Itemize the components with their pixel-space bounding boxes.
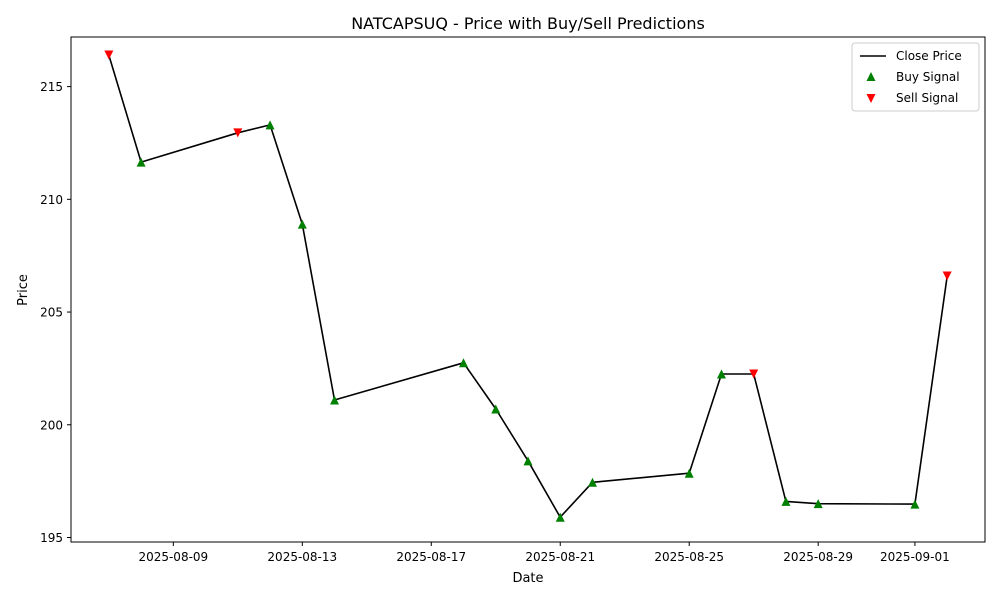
buy-signal-marker	[459, 358, 469, 368]
x-axis-label: Date	[512, 571, 543, 586]
legend-label-close-price: Close Price	[896, 49, 962, 63]
x-tick-label: 2025-08-29	[783, 550, 853, 564]
buy-signal-marker	[297, 219, 307, 229]
buy-signal-marker	[555, 512, 565, 522]
buy-signal-marker	[330, 395, 340, 405]
axes-frame	[70, 36, 986, 543]
buy-signal-marker	[684, 468, 694, 478]
buy-signal-marker	[587, 477, 597, 487]
buy-signal-marker	[781, 496, 791, 506]
legend-box	[851, 42, 980, 112]
legend-marker-sell-signal	[866, 94, 876, 103]
y-tick-label: 215	[40, 80, 63, 94]
legend-label-buy-signal: Buy Signal	[896, 70, 960, 84]
legend: Close Price Buy Signal Sell Signal	[851, 42, 980, 112]
y-tick-label: 195	[40, 531, 63, 545]
legend-marker-buy-signal	[866, 72, 876, 81]
buy-signal-marker	[910, 499, 920, 509]
y-axis: 195 200 205 210 215	[40, 80, 71, 545]
x-tick-label: 2025-09-01	[880, 550, 950, 564]
sell-signal-marker	[749, 369, 759, 379]
chart-title: NATCAPSUQ - Price with Buy/Sell Predicti…	[351, 14, 705, 33]
buy-signal-marker	[136, 157, 146, 167]
sell-signal-marker	[104, 50, 114, 60]
x-tick-label: 2025-08-21	[525, 550, 595, 564]
close-price-line	[108, 54, 948, 519]
y-tick-label: 205	[40, 306, 63, 320]
x-tick-label: 2025-08-09	[138, 550, 208, 564]
x-tick-label: 2025-08-17	[396, 550, 466, 564]
buy-signal-marker	[716, 369, 726, 379]
plot-area	[104, 50, 952, 522]
x-tick-label: 2025-08-13	[267, 550, 337, 564]
sell-signal-marker	[233, 128, 243, 138]
x-tick-label: 2025-08-25	[654, 550, 724, 564]
buy-signal-marker	[813, 499, 823, 509]
legend-label-sell-signal: Sell Signal	[896, 91, 958, 105]
buy-signal-marker	[491, 404, 501, 414]
y-tick-label: 200	[40, 418, 63, 432]
y-tick-label: 210	[40, 193, 63, 207]
buy-signal-marker	[523, 456, 533, 466]
y-axis-label: Price	[16, 274, 31, 306]
x-axis: 2025-08-09 2025-08-13 2025-08-17 2025-08-21…	[138, 542, 950, 564]
buy-signal-marker	[265, 120, 275, 130]
sell-signal-marker	[942, 271, 952, 281]
